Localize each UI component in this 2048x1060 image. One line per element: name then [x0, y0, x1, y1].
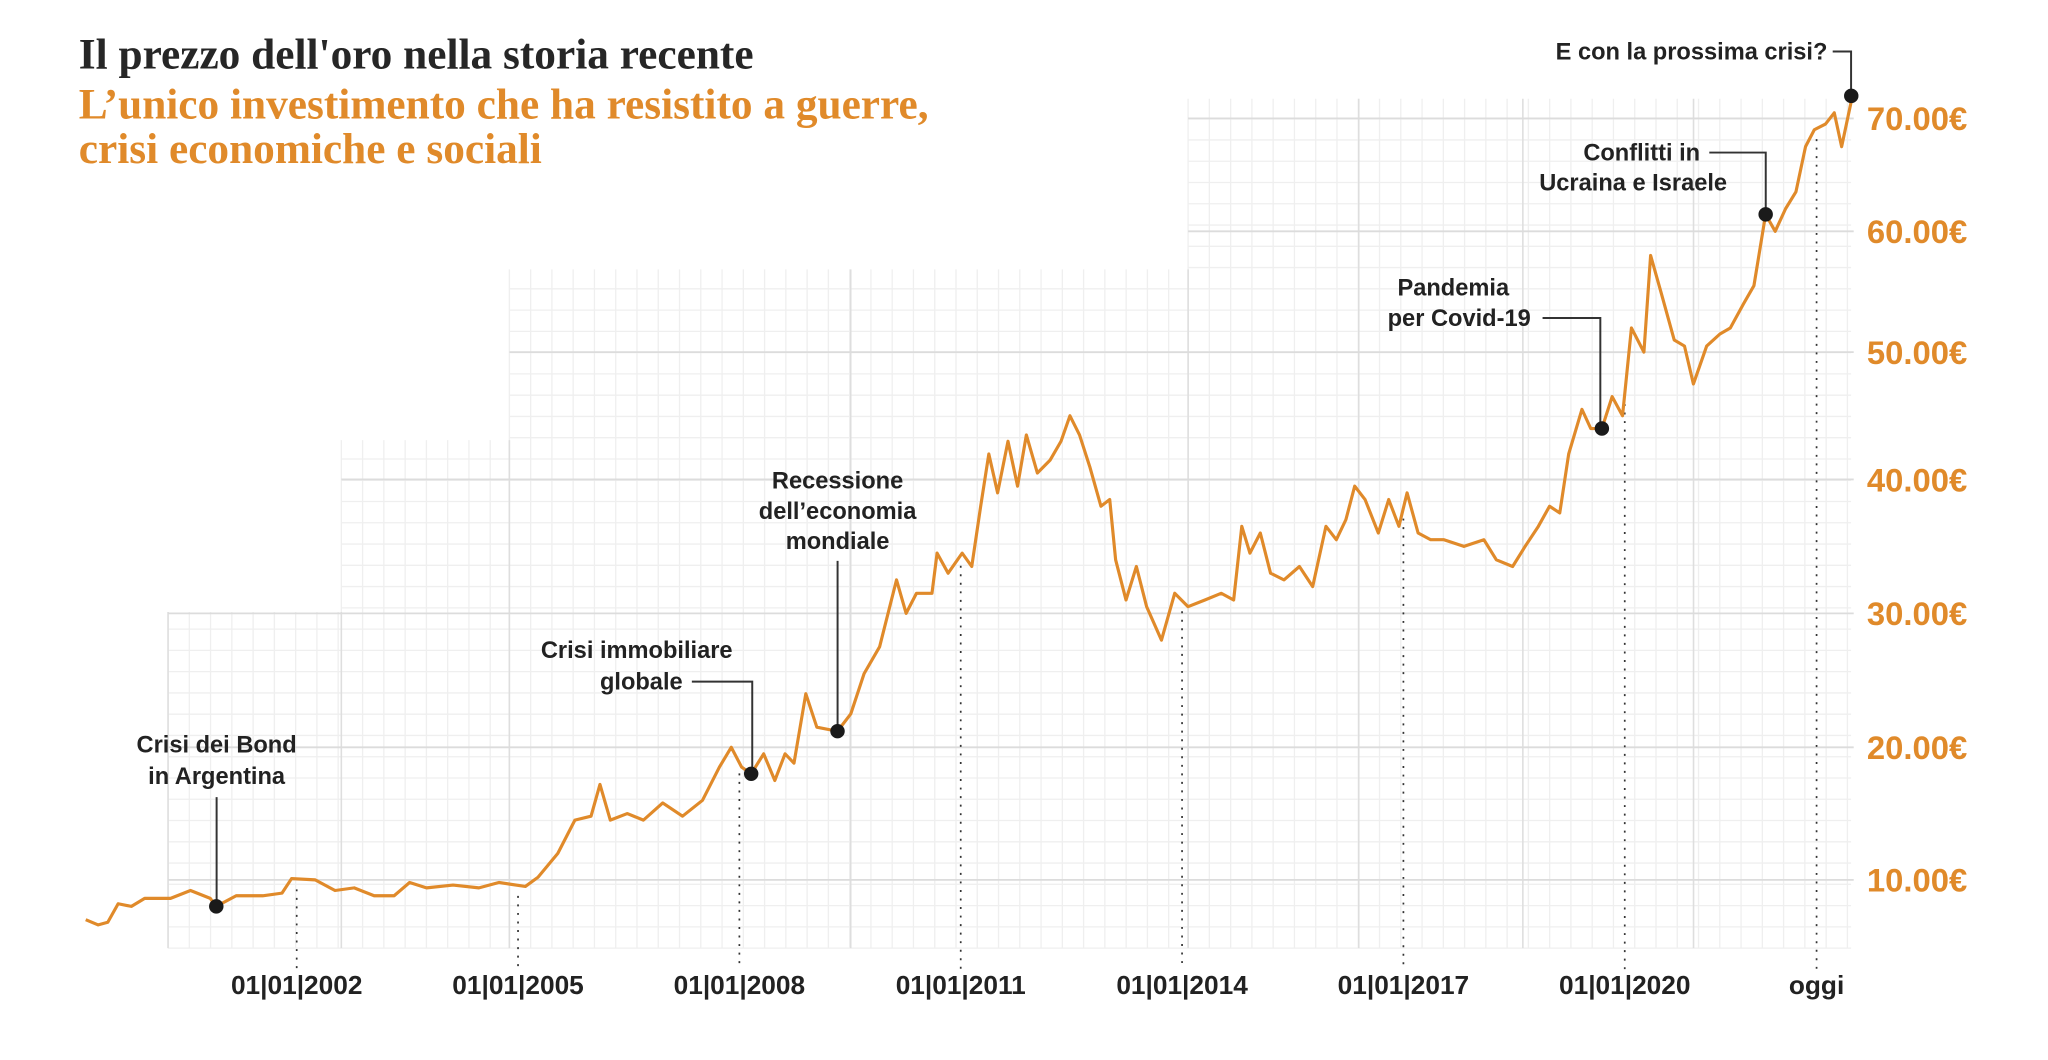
event-marker	[1594, 421, 1610, 436]
leader-line	[1542, 316, 1602, 434]
y-tick-label: 40.00€	[1867, 461, 1967, 498]
y-tick-label: 70.00€	[1867, 100, 1967, 137]
annotation-text: Pandemia	[1397, 276, 1509, 302]
x-tick-label: 01|01|2005	[452, 970, 583, 1000]
annotation-immobiliare: Crisi immobiliare globale	[541, 638, 754, 775]
annotation-text: Conflitti in	[1583, 140, 1700, 166]
price-line	[85, 101, 1853, 927]
leader-line	[1709, 151, 1767, 219]
grid	[167, 98, 1854, 949]
event-marker	[743, 766, 759, 782]
annotation-text: Ucraina e Israele	[1539, 171, 1727, 197]
annotation-recessione: Recessione dell’economia mondiale	[759, 469, 917, 731]
annotation-text: Crisi immobiliare	[541, 638, 733, 664]
annotations: Crisi dei Bond in Argentina Crisi immobi…	[137, 39, 1853, 907]
chart-subtitle-line-2: crisi economiche e sociali	[79, 125, 542, 173]
x-tick-label: 01|01|2020	[1559, 970, 1690, 1000]
annotation-text: in Argentina	[148, 764, 286, 790]
y-tick-label: 50.00€	[1867, 334, 1967, 371]
x-tick-label: oggi	[1789, 970, 1844, 1000]
annotation-text: globale	[600, 670, 683, 696]
annotation-conflitti: Conflitti in Ucraina e Israele	[1539, 140, 1767, 219]
event-marker	[830, 723, 845, 739]
annotation-text: per Covid-19	[1388, 306, 1531, 332]
x-tick-label: 01|01|2008	[674, 970, 805, 1000]
annotation-prossima-crisi: E con la prossima crisi?	[1556, 39, 1853, 93]
y-axis: 10.00€ 20.00€ 30.00€ 40.00€ 50.00€ 60.00€ 70.0…	[1867, 100, 1967, 898]
event-marker	[1844, 88, 1859, 104]
leader-line	[691, 680, 754, 775]
x-tick-label: 01|01|2017	[1338, 970, 1469, 1000]
annotation-text: E con la prossima crisi?	[1556, 39, 1828, 65]
annotation-argentina: Crisi dei Bond in Argentina	[137, 733, 297, 907]
x-tick-label: 01|01|2011	[896, 970, 1026, 1000]
annotation-covid: Pandemia per Covid-19	[1388, 276, 1602, 434]
x-tick-label: 01|01|2014	[1116, 970, 1248, 1000]
y-tick-label: 10.00€	[1867, 862, 1967, 899]
annotation-text: Crisi dei Bond	[137, 733, 297, 759]
event-marker	[209, 899, 224, 914]
event-marker	[1758, 207, 1773, 222]
annotation-text: dell’economia	[759, 499, 917, 525]
event-markers	[209, 88, 1859, 914]
tick-drop-lines	[295, 139, 1818, 970]
annotation-text: Recessione	[772, 469, 903, 495]
annotation-text: mondiale	[786, 529, 890, 555]
chart-title: Il prezzo dell'oro nella storia recente	[79, 31, 754, 79]
y-tick-label: 30.00€	[1867, 595, 1967, 632]
x-axis: 01|01|2002 01|01|2005 01|01|2008 01|01|2011…	[231, 970, 1844, 1000]
x-tick-label: 01|01|2002	[231, 970, 362, 1000]
y-tick-label: 60.00€	[1867, 213, 1967, 250]
leader-line	[1832, 50, 1853, 93]
chart-subtitle-line-1: L’unico investimento che ha resistito a …	[79, 80, 929, 128]
y-tick-label: 20.00€	[1867, 729, 1967, 766]
